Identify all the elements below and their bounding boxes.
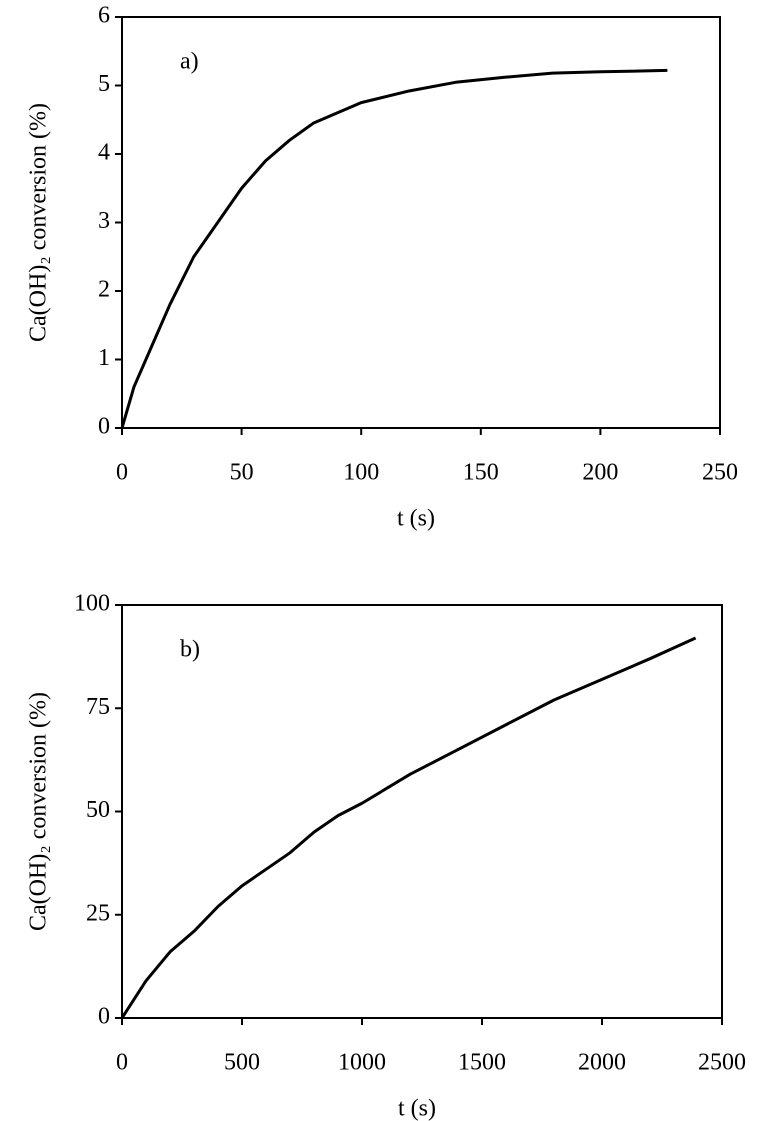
- x-tick-label: 0: [116, 460, 128, 486]
- panel-label: b): [180, 637, 200, 663]
- y-axis-label: Ca(OH)₂ conversion (%): [26, 103, 52, 342]
- x-tick-label: 150: [463, 460, 499, 486]
- x-tick-label: 200: [582, 460, 618, 486]
- panel-label: a): [180, 49, 199, 75]
- x-tick-label: 500: [224, 1050, 260, 1076]
- y-tick-label: 3: [98, 208, 110, 234]
- x-tick-label: 50: [230, 460, 254, 486]
- y-tick-label: 5: [98, 71, 110, 97]
- y-tick-label: 25: [86, 900, 110, 926]
- y-tick-label: 2: [98, 277, 110, 303]
- x-tick-label: 0: [116, 1050, 128, 1076]
- y-tick-label: 50: [86, 797, 110, 823]
- x-tick-label: 100: [343, 460, 379, 486]
- y-tick-label: 1: [98, 345, 110, 371]
- data-line: [120, 636, 697, 1019]
- y-tick-label: 0: [98, 1004, 110, 1030]
- x-tick-label: 2000: [578, 1050, 626, 1076]
- x-axis-label: t (s): [397, 506, 435, 532]
- plot-frame: [121, 16, 721, 429]
- x-tick-label: 1500: [458, 1050, 506, 1076]
- data-line: [120, 68, 668, 429]
- y-tick-label: 75: [86, 694, 110, 720]
- x-tick-label: 2500: [698, 1050, 746, 1076]
- y-tick-label: 0: [98, 414, 110, 440]
- x-axis-label: t (s): [398, 1096, 436, 1121]
- x-tick-label: 1000: [338, 1050, 386, 1076]
- y-axis-label: Ca(OH)₂ conversion (%): [26, 692, 52, 931]
- y-tick-label: 4: [98, 140, 110, 166]
- x-tick-label: 250: [702, 460, 738, 486]
- y-tick-label: 6: [98, 3, 110, 29]
- y-tick-label: 100: [74, 591, 110, 617]
